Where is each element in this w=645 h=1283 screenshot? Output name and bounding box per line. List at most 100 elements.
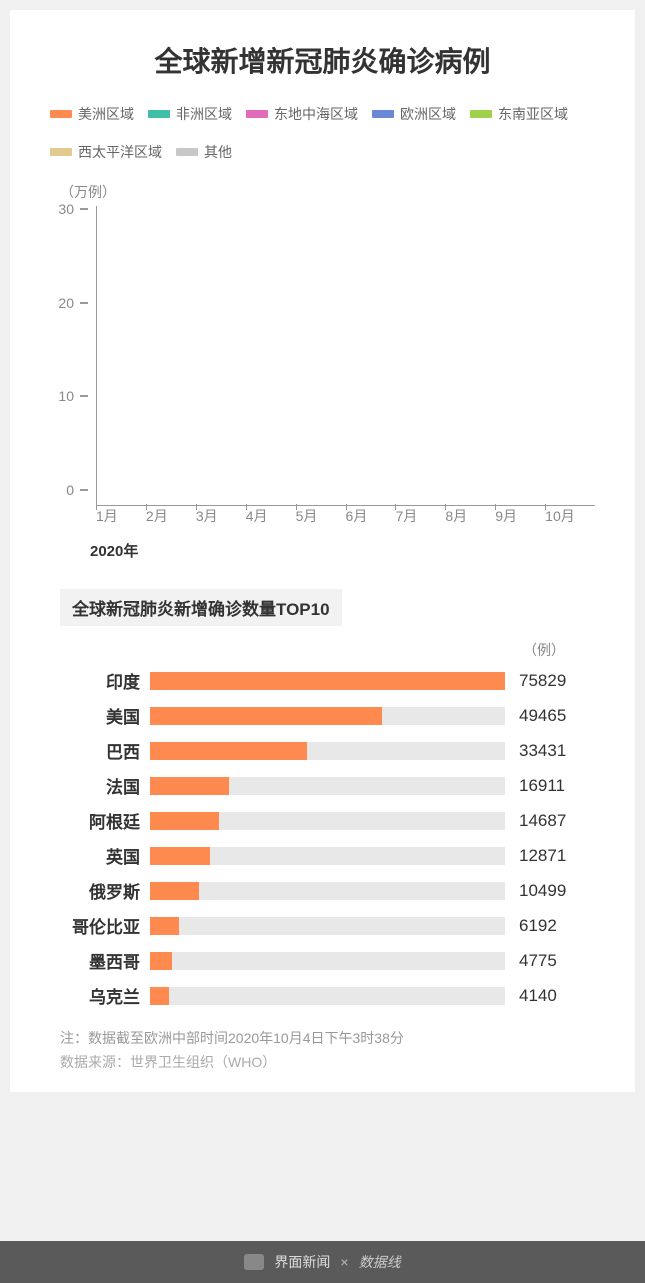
top10-country: 英国 [60,843,150,868]
infographic-card: 全球新增新冠肺炎确诊病例 美洲区域 非洲区域 东地中海区域 欧洲区域 东南亚区域西太平洋… [10,10,635,1092]
legend-label: 东南亚区域 [498,104,568,124]
legend-item: 西太平洋区域 [50,142,162,162]
top10-country: 法国 [60,773,150,798]
top10-bar [150,707,505,725]
top10-row: 乌克兰 4140 [60,983,585,1008]
y-axis: 0102030 [60,206,96,506]
legend-item: 美洲区域 [50,104,134,124]
footer-bar: 界面新闻 × 数据线 [0,1241,645,1283]
legend-swatch [470,110,492,118]
y-tick: 10 [58,388,88,404]
top10-country: 阿根廷 [60,808,150,833]
data-source: 数据来源：世界卫生组织（WHO） [60,1052,585,1072]
top10-country: 乌克兰 [60,983,150,1008]
top10-row: 俄罗斯 10499 [60,878,585,903]
top10-row: 墨西哥4775 [60,948,585,973]
top10-country: 俄罗斯 [60,878,150,903]
top10-row: 阿根廷 14687 [60,808,585,833]
top10-bar [150,742,505,760]
legend-label: 其他 [204,142,232,162]
legend-label: 西太平洋区域 [78,142,162,162]
top10-value: 4775 [505,951,585,971]
x-tick: 9月 [495,506,545,536]
top10-row: 英国 12871 [60,843,585,868]
top10-bar-fill [150,987,169,1005]
brand2: 数据线 [359,1252,401,1272]
top10-bar [150,777,505,795]
x-tick: 3月 [196,506,246,536]
top10-value: 75829 [505,671,585,691]
top10-row: 美国 49465 [60,703,585,728]
x-axis-year: 2020年 [90,540,615,561]
legend-item: 欧洲区域 [372,104,456,124]
top10-bar [150,882,505,900]
x-axis: 1月2月3月4月5月6月7月8月9月10月 [96,506,595,536]
y-tick: 30 [58,201,88,217]
top10-table: 印度 75829 美国 49465 巴西 33431 法国 16911 阿根廷 14687 英国 12… [60,668,585,1008]
top10-bar [150,952,505,970]
top10-bar-fill [150,847,210,865]
legend-swatch [50,110,72,118]
x-tick: 2月 [146,506,196,536]
top10-country: 巴西 [60,738,150,763]
top10-country: 美国 [60,703,150,728]
top10-bar-fill [150,742,307,760]
top10-value: 16911 [505,776,585,796]
x-tick: 1月 [96,506,146,536]
legend-item: 东地中海区域 [246,104,358,124]
stacked-chart: 0102030 1月2月3月4月5月6月7月8月9月10月 [60,206,595,536]
top10-value: 10499 [505,881,585,901]
top10-title: 全球新冠肺炎新增确诊数量TOP10 [60,589,342,626]
x-tick: 10月 [545,506,595,536]
legend-label: 非洲区域 [176,104,232,124]
legend-swatch [246,110,268,118]
x-tick: 4月 [246,506,296,536]
top10-bar-fill [150,882,199,900]
top10-bar [150,847,505,865]
x-tick: 7月 [395,506,445,536]
brand-icon [244,1254,264,1270]
top10-row: 哥伦比亚 6192 [60,913,585,938]
top10-value: 33431 [505,741,585,761]
brand1: 界面新闻 [274,1252,330,1272]
top10-bar-fill [150,952,172,970]
top10-value: 49465 [505,706,585,726]
x-tick: 8月 [445,506,495,536]
top10-bar [150,672,505,690]
brand-sep: × [340,1254,348,1270]
top10-bar-fill [150,812,219,830]
top10-bar-fill [150,777,229,795]
legend-item: 非洲区域 [148,104,232,124]
footnote: 注：数据截至欧洲中部时间2020年10月4日下午3时38分 [60,1028,585,1048]
top10-bar-fill [150,672,505,690]
legend-label: 美洲区域 [78,104,134,124]
top10-bar [150,987,505,1005]
top10-bar [150,917,505,935]
top10-country: 哥伦比亚 [60,913,150,938]
top10-row: 巴西 33431 [60,738,585,763]
legend-swatch [148,110,170,118]
y-tick: 0 [66,482,88,498]
top10-value: 14687 [505,811,585,831]
top10-unit: （例） [30,640,565,660]
x-tick: 6月 [346,506,396,536]
legend-swatch [50,148,72,156]
top10-row: 印度 75829 [60,668,585,693]
top10-value: 6192 [505,916,585,936]
legend-swatch [372,110,394,118]
top10-value: 12871 [505,846,585,866]
y-axis-label: （万例） [60,182,615,202]
legend-item: 其他 [176,142,232,162]
legend-label: 东地中海区域 [274,104,358,124]
top10-country: 印度 [60,668,150,693]
top10-bar [150,812,505,830]
legend-swatch [176,148,198,156]
main-title: 全球新增新冠肺炎确诊病例 [30,40,615,80]
top10-row: 法国 16911 [60,773,585,798]
legend-label: 欧洲区域 [400,104,456,124]
y-tick: 20 [58,295,88,311]
legend-item: 东南亚区域 [470,104,568,124]
x-tick: 5月 [296,506,346,536]
top10-value: 4140 [505,986,585,1006]
top10-bar-fill [150,917,179,935]
